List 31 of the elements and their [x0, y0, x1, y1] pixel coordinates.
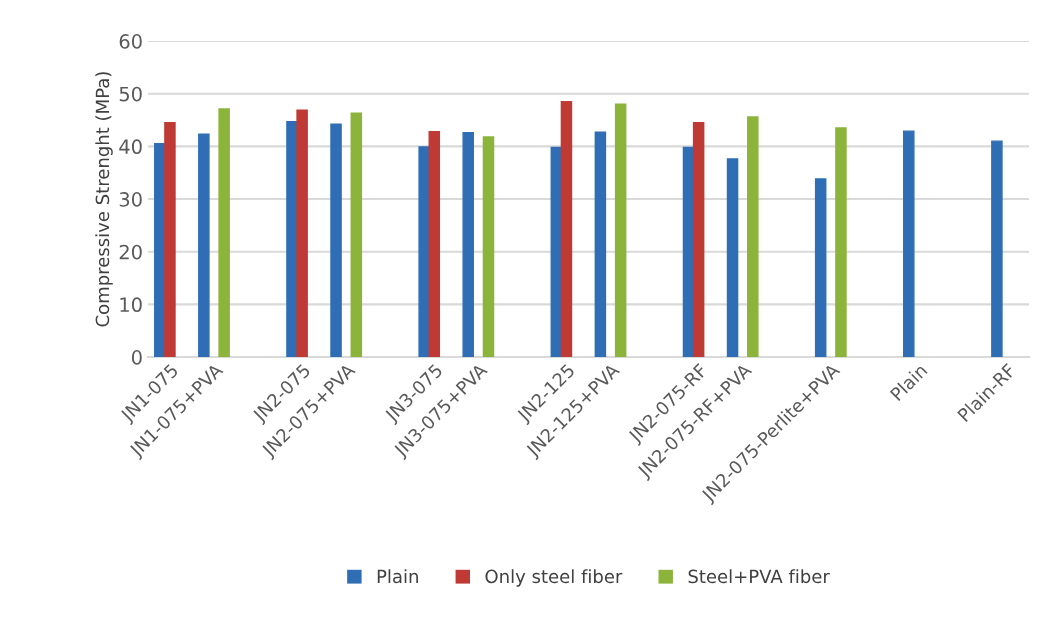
bar	[560, 100, 573, 358]
bar	[428, 130, 441, 358]
legend-label: Steel+PVA fiber	[688, 569, 830, 584]
y-tick-label: 20	[119, 244, 142, 260]
bar	[835, 127, 847, 358]
y-tick-label: 0	[131, 350, 142, 365]
y-tick-label: 30	[119, 192, 142, 207]
bar	[692, 122, 705, 358]
bar	[330, 123, 342, 358]
y-axis-title: Compressive Strenght (MPa)	[95, 72, 113, 327]
bar	[462, 132, 474, 358]
y-tick-label: 50	[119, 86, 142, 102]
y-tick-label: 10	[120, 297, 142, 313]
y-tick-label: 60	[119, 34, 142, 49]
legend-label: Only steel fiber	[485, 569, 623, 587]
bar	[198, 133, 210, 358]
y-tick-label: 40	[119, 139, 142, 155]
bar	[903, 130, 915, 358]
bar	[218, 108, 230, 358]
legend-label: Plain	[377, 569, 418, 584]
bar	[614, 103, 627, 358]
bar	[164, 122, 176, 358]
bar	[726, 158, 739, 358]
bar	[747, 116, 759, 358]
bar	[594, 131, 607, 358]
bar	[296, 109, 308, 358]
bar	[418, 146, 430, 358]
bar	[814, 178, 827, 358]
bar	[350, 112, 363, 358]
bar	[991, 140, 1003, 358]
bar	[482, 136, 495, 358]
